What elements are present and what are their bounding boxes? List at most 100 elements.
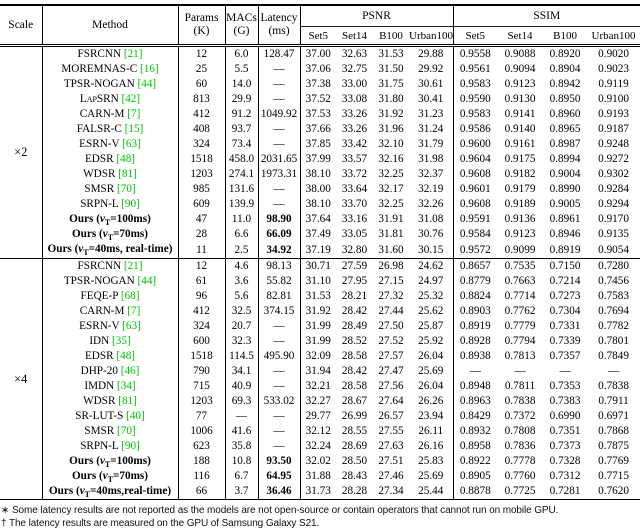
macs-cell: 6.7 xyxy=(225,468,259,485)
math-subscript: T xyxy=(107,233,114,243)
psnr-cell: 37.00 xyxy=(305,48,331,60)
macs-cell: 69.3 xyxy=(225,393,259,409)
params-cell: 1006 xyxy=(178,423,226,439)
table-row: ×2 FSRCNN [21] 12 6.0 128.47 37.00 32.63 31.53 2… xyxy=(0,45,640,259)
citation-link[interactable]: [63] xyxy=(122,138,141,150)
psnr-cell: 25.69 xyxy=(409,363,454,379)
ssim-cell: 0.7760 xyxy=(504,470,536,483)
latency-cell: 98.90 xyxy=(258,212,301,228)
paper-table-page: Scale Method Params (K) MACs (G) Latency… xyxy=(0,4,640,531)
ssim-cell: 0.7456 xyxy=(598,274,629,287)
citation-link[interactable]: [48] xyxy=(116,153,136,165)
psnr-cell: 31.53 xyxy=(378,48,404,60)
psnr-cell: 26.99 xyxy=(341,409,368,422)
results-table: Scale Method Params (K) MACs (G) Latency… xyxy=(0,4,640,501)
psnr-cell: 24.62 xyxy=(409,258,454,274)
ssim-cell: 0.9590 xyxy=(459,93,491,105)
col-header-latency: Latency (ms) xyxy=(258,4,301,47)
params-cell: 609 xyxy=(178,197,226,212)
ssim-cell: 0.7331 xyxy=(549,319,581,332)
col-header-ssim-set5: Set5 xyxy=(453,26,498,47)
table-row: SRPN-L [90] 609 139.9—38.10 33.70 32.25 32.26… xyxy=(0,197,640,212)
table-row: EDSR [48] 1518 114.5 495.90 32.09 28.58 27.57 2… xyxy=(0,348,640,364)
psnr-cell: 27.32 xyxy=(378,289,404,302)
citation-link[interactable]: [15] xyxy=(124,123,144,135)
ssim-cell: 0.7312 xyxy=(549,470,581,483)
params-cell: 790 xyxy=(178,363,226,379)
psnr-cell: 33.26 xyxy=(341,108,368,120)
col-header-ssim-urban100: Urban100 xyxy=(587,26,640,47)
psnr-cell: 31.23 xyxy=(409,107,454,122)
citation-link[interactable]: [7] xyxy=(127,304,141,317)
psnr-cell: 38.10 xyxy=(305,198,331,210)
citation-link[interactable]: [35] xyxy=(112,334,131,347)
citation-link[interactable]: [46] xyxy=(120,364,140,377)
method-name: TPSR-NOGAN xyxy=(63,78,135,90)
ssim-cell: 0.7280 xyxy=(598,259,629,272)
macs-cell: 274.1 xyxy=(225,167,259,182)
latency-cell: 98.13 xyxy=(258,258,301,274)
macs-cell: 4.6 xyxy=(225,258,259,274)
psnr-cell: 30.76 xyxy=(409,227,454,243)
method-cell: Ours (vT=70ms) xyxy=(42,468,179,485)
method-cell: SMSR [70] xyxy=(42,423,179,439)
citation-link[interactable]: [90] xyxy=(121,439,140,452)
psnr-cell: 27.52 xyxy=(378,334,404,347)
psnr-cell: 33.42 xyxy=(341,138,368,150)
ssim-cell: 0.9248 xyxy=(598,138,629,150)
math-var: v xyxy=(79,485,85,498)
ssim-cell: 0.7353 xyxy=(549,379,581,392)
psnr-cell: 24.97 xyxy=(409,273,454,289)
table-row: CARN-M [7] 412 32.5 374.15 31.92 28.42 27.44 25… xyxy=(0,303,640,319)
ssim-cell: 0.7849 xyxy=(598,349,629,362)
citation-link[interactable]: [21] xyxy=(123,48,143,60)
ssim-cell: 0.8919 xyxy=(543,242,588,259)
ssim-cell: — xyxy=(469,364,481,377)
method-name: FSRCNN xyxy=(77,259,122,272)
citation-link[interactable]: [42] xyxy=(121,93,141,105)
math-subscript: T xyxy=(84,490,91,500)
citation-link[interactable]: [68] xyxy=(120,289,140,302)
latency-cell: — xyxy=(258,378,301,394)
math-var: v xyxy=(102,228,108,241)
method-name: LapSRN xyxy=(79,93,119,105)
psnr-cell: 37.66 xyxy=(305,123,331,135)
method-name: SRPN-L xyxy=(80,198,119,210)
citation-link[interactable]: [44] xyxy=(137,274,157,287)
citation-link[interactable]: [44] xyxy=(137,78,157,90)
ssim-cell: 0.8903 xyxy=(459,304,491,317)
latency-cell: 34.92 xyxy=(258,242,301,259)
ssim-cell: 0.9119 xyxy=(598,78,629,90)
ssim-cell: 0.7875 xyxy=(598,439,629,452)
citation-link[interactable]: [70] xyxy=(117,183,136,195)
method-name: CARN-M xyxy=(79,108,125,120)
citation-link[interactable]: [21] xyxy=(123,259,143,272)
method-name: Ours (vT=70ms) xyxy=(72,228,148,243)
ssim-cell: 0.7273 xyxy=(549,289,581,302)
method-cell: WDSR [81] xyxy=(42,167,179,182)
method-name: SR-LUT-S xyxy=(75,409,124,422)
math-var: v xyxy=(99,213,105,225)
latency-cell: 36.46 xyxy=(258,484,301,501)
citation-link[interactable]: [81] xyxy=(118,168,137,180)
citation-link[interactable]: [90] xyxy=(121,198,140,210)
citation-link[interactable]: [34] xyxy=(117,379,136,392)
citation-link[interactable]: [16] xyxy=(140,63,159,75)
citation-link[interactable]: [63] xyxy=(122,319,141,332)
citation-link[interactable]: [81] xyxy=(118,394,137,407)
params-cell: 77 xyxy=(178,408,226,424)
ssim-cell: 0.8987 xyxy=(549,138,581,150)
params-cell: 28 xyxy=(178,227,226,243)
citation-link[interactable]: [7] xyxy=(127,108,141,120)
macs-cell: 32.5 xyxy=(225,303,259,319)
psnr-cell: 30.15 xyxy=(409,242,454,259)
ssim-cell: 0.7838 xyxy=(598,379,629,392)
method-cell: SR-LUT-S [40] xyxy=(42,408,179,424)
citation-link[interactable]: [40] xyxy=(126,409,145,422)
citation-link[interactable]: [48] xyxy=(116,349,136,362)
psnr-cell: 31.99 xyxy=(305,334,331,347)
psnr-cell: 30.71 xyxy=(305,259,331,272)
scale-label: ×2 xyxy=(0,45,43,259)
citation-link[interactable]: [70] xyxy=(117,424,136,437)
table-row: WDSR [81] 1203 274.1 1973.31 38.10 33.72 32.25… xyxy=(0,167,640,182)
